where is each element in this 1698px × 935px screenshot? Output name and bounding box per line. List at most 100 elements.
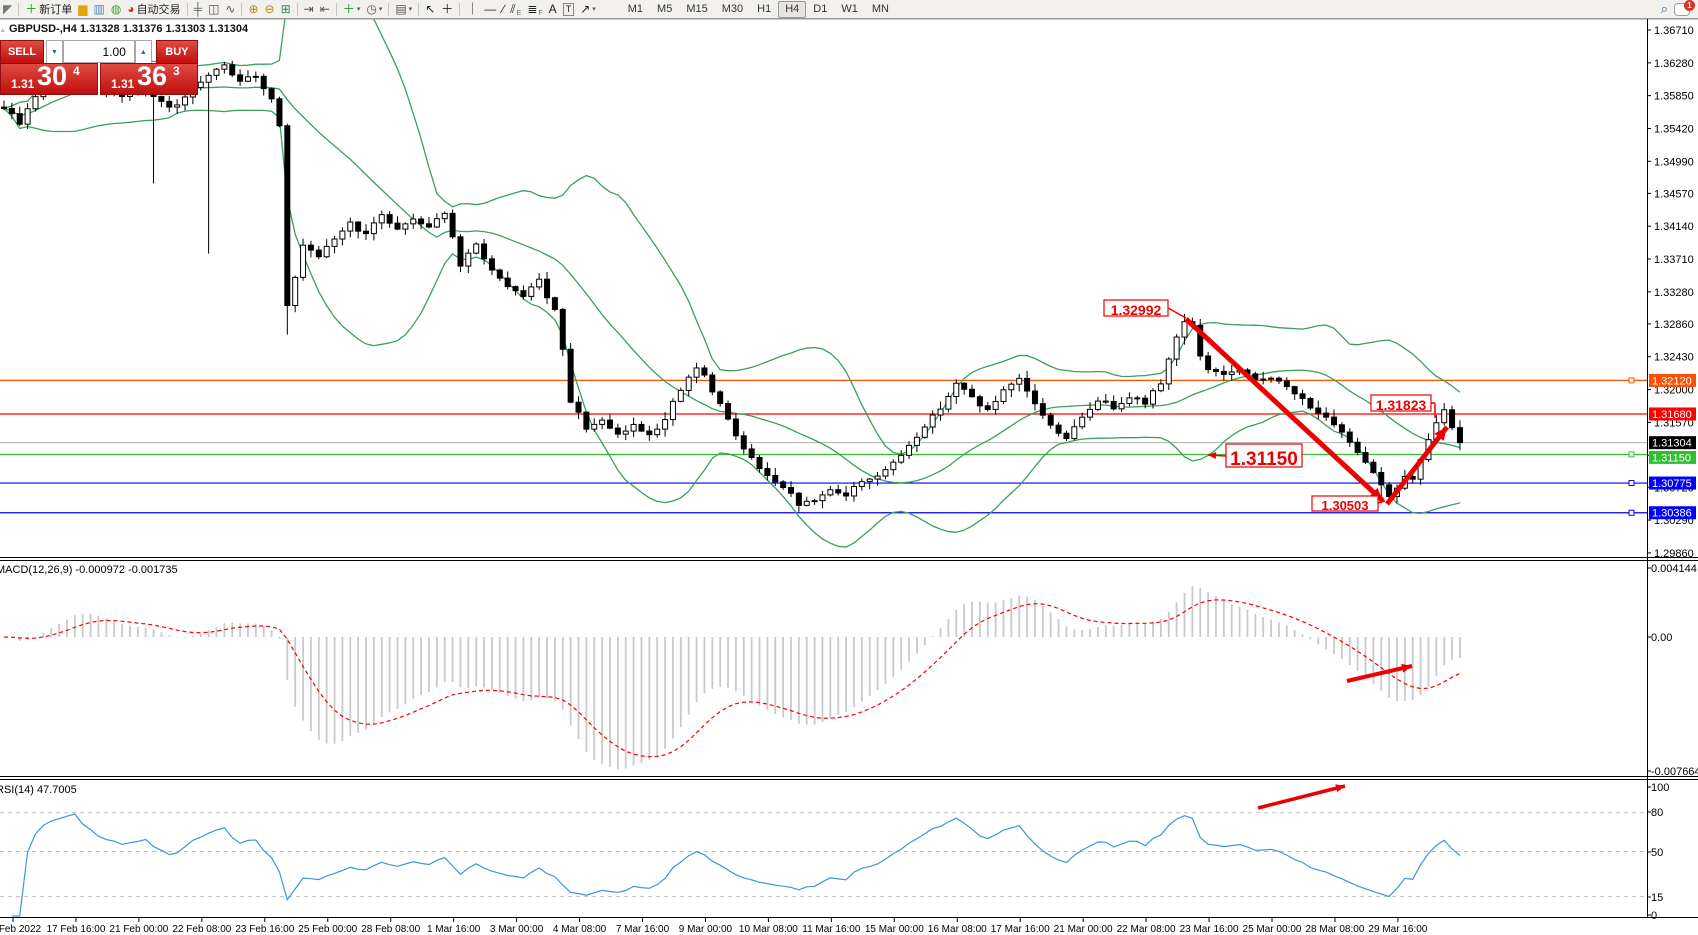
line-handle[interactable] [1628, 509, 1635, 516]
high-price-callout-box[interactable] [1103, 299, 1169, 317]
timeframe-d1-button[interactable]: D1 [813, 2, 828, 15]
candle-body [1118, 402, 1125, 410]
horizontal-line-button[interactable]: — [481, 1, 499, 17]
candle-body [307, 244, 314, 251]
cursor-button[interactable]: ↖ [422, 1, 438, 17]
time-axis-label: 25 Mar 00:00 [1243, 924, 1302, 935]
candle-body [1315, 407, 1322, 414]
dropdown-caret-icon[interactable]: ▾ [408, 6, 413, 13]
candle-body [1268, 377, 1275, 380]
periods-glyph: ◷ [366, 2, 377, 16]
timeframe-h4-button[interactable]: H4 [778, 0, 807, 18]
uptrend-arrow[interactable] [1385, 425, 1449, 506]
search-icon[interactable]: ⌕ [1660, 1, 1668, 16]
text-button[interactable]: A [546, 1, 560, 17]
candle-body [418, 218, 425, 225]
candle-body [496, 269, 503, 279]
timeframe-h1-button[interactable]: H1 [757, 2, 772, 15]
rsi-line [11, 813, 1461, 917]
support-price-callout-text: 1.31150 [1230, 449, 1298, 470]
text-label-button[interactable]: T [560, 1, 578, 17]
line-handle[interactable] [1628, 480, 1635, 487]
timeframe-m5-button[interactable]: M5 [657, 2, 673, 15]
autotrade-button[interactable]: ◕ 自动交易 [124, 1, 183, 17]
vertical-line-button[interactable]: ｜ [463, 1, 481, 17]
candle-body [1165, 358, 1172, 385]
candle-body [473, 243, 480, 254]
candle-body [1449, 409, 1456, 429]
candle-body [268, 88, 275, 100]
line-handle[interactable] [1628, 451, 1635, 458]
chart-shift-button[interactable]: ⇤ [317, 1, 333, 17]
toolbar-separator [459, 2, 461, 16]
new-order-button-label: 新订单 [39, 4, 73, 16]
candle-body [559, 308, 566, 350]
support-price-callout-box[interactable] [1225, 443, 1303, 468]
price-line-label: 1.32120 [1652, 375, 1692, 387]
candle-body [410, 218, 417, 225]
line-chart-button[interactable]: ∿ [222, 1, 238, 17]
candle-body [244, 76, 251, 82]
price-axis-tick-label: 1.32430 [1654, 352, 1694, 364]
candle-body [882, 469, 889, 477]
time-axis-label: 9 Mar 00:00 [679, 924, 733, 935]
trendline-button[interactable]: ∕ [499, 1, 507, 17]
candle-body [1047, 414, 1054, 426]
sell-price-box[interactable]: 1.31 30 4 [0, 61, 99, 95]
time-axis-label: 3 Mar 00:00 [490, 924, 544, 935]
downtrend-arrow[interactable] [1184, 317, 1385, 503]
gold-bars-icon[interactable]: ▆ [75, 1, 90, 17]
terminal-icon[interactable]: ▥ [90, 1, 107, 17]
timeframe-mn-button[interactable]: MN [871, 2, 889, 15]
tile-windows-button[interactable]: ⊞ [278, 1, 294, 17]
candlestick-chart-button[interactable]: ◫ [205, 1, 222, 17]
arrows-button[interactable]: ↗ ▾ [577, 1, 599, 17]
candle-body [677, 389, 684, 402]
rsi-axis-0: 0 [1651, 910, 1657, 922]
candle-body [1370, 461, 1377, 473]
candle-body [197, 81, 204, 88]
dropdown-caret-icon[interactable]: ▾ [592, 6, 596, 13]
sell-button[interactable]: SELL [0, 40, 44, 64]
new-order-button[interactable]: ＋新订单 [22, 1, 75, 17]
dropdown-caret-icon[interactable]: ▾ [356, 6, 361, 13]
fibonacci-button[interactable]: ≣ F [524, 1, 545, 17]
candle-body [425, 223, 432, 228]
timeframe-m1-button[interactable]: M1 [627, 2, 644, 15]
candle-body [331, 238, 338, 247]
macd-arrow[interactable] [1346, 664, 1413, 683]
channel-button[interactable]: ⫽ E [507, 1, 524, 17]
candle-body [614, 427, 621, 435]
zoom-in-button[interactable]: ⊕ [245, 1, 261, 17]
candle-body [512, 286, 519, 292]
zoom-out-button[interactable]: ⊖ [262, 1, 278, 17]
candle-body [575, 401, 582, 413]
timeframe-m30-button[interactable]: M30 [721, 2, 744, 15]
periods-button[interactable]: ◷ ▾ [363, 1, 385, 17]
line-handle[interactable] [1628, 377, 1635, 384]
signal-icon[interactable]: ◍ [108, 1, 124, 17]
rsi-arrow[interactable] [1257, 784, 1346, 810]
low-price-callout-box[interactable] [1311, 495, 1379, 512]
arrowhead [1208, 451, 1217, 459]
candle-body [1134, 397, 1141, 400]
candle-body [315, 249, 322, 258]
timeframe-w1-button[interactable]: W1 [841, 2, 858, 15]
bar-chart-button[interactable]: ╪ [191, 1, 206, 17]
gold-bars-icon-glyph: ▆ [78, 2, 88, 16]
horizontal-line-glyph: — [484, 2, 497, 16]
candle-body [701, 367, 708, 376]
volume-input[interactable] [62, 40, 135, 63]
timeframe-m15-button[interactable]: M15 [686, 2, 708, 15]
swing-high-price-callout-box[interactable] [1370, 394, 1432, 412]
dropdown-caret-icon[interactable]: ▾ [378, 6, 383, 13]
notifications-icon[interactable]: 1 [1674, 0, 1695, 16]
auto-scroll-button[interactable]: ⇥ [301, 1, 317, 17]
crosshair-button[interactable]: ＋ [438, 1, 456, 17]
window-icon[interactable]: ◤ [0, 1, 15, 17]
candle-body [528, 286, 535, 297]
indicators-button[interactable]: ＋ ▾ [340, 1, 364, 17]
buy-price-box[interactable]: 1.31 36 3 [100, 61, 199, 95]
templates-button[interactable]: ▤ ▾ [392, 1, 415, 17]
